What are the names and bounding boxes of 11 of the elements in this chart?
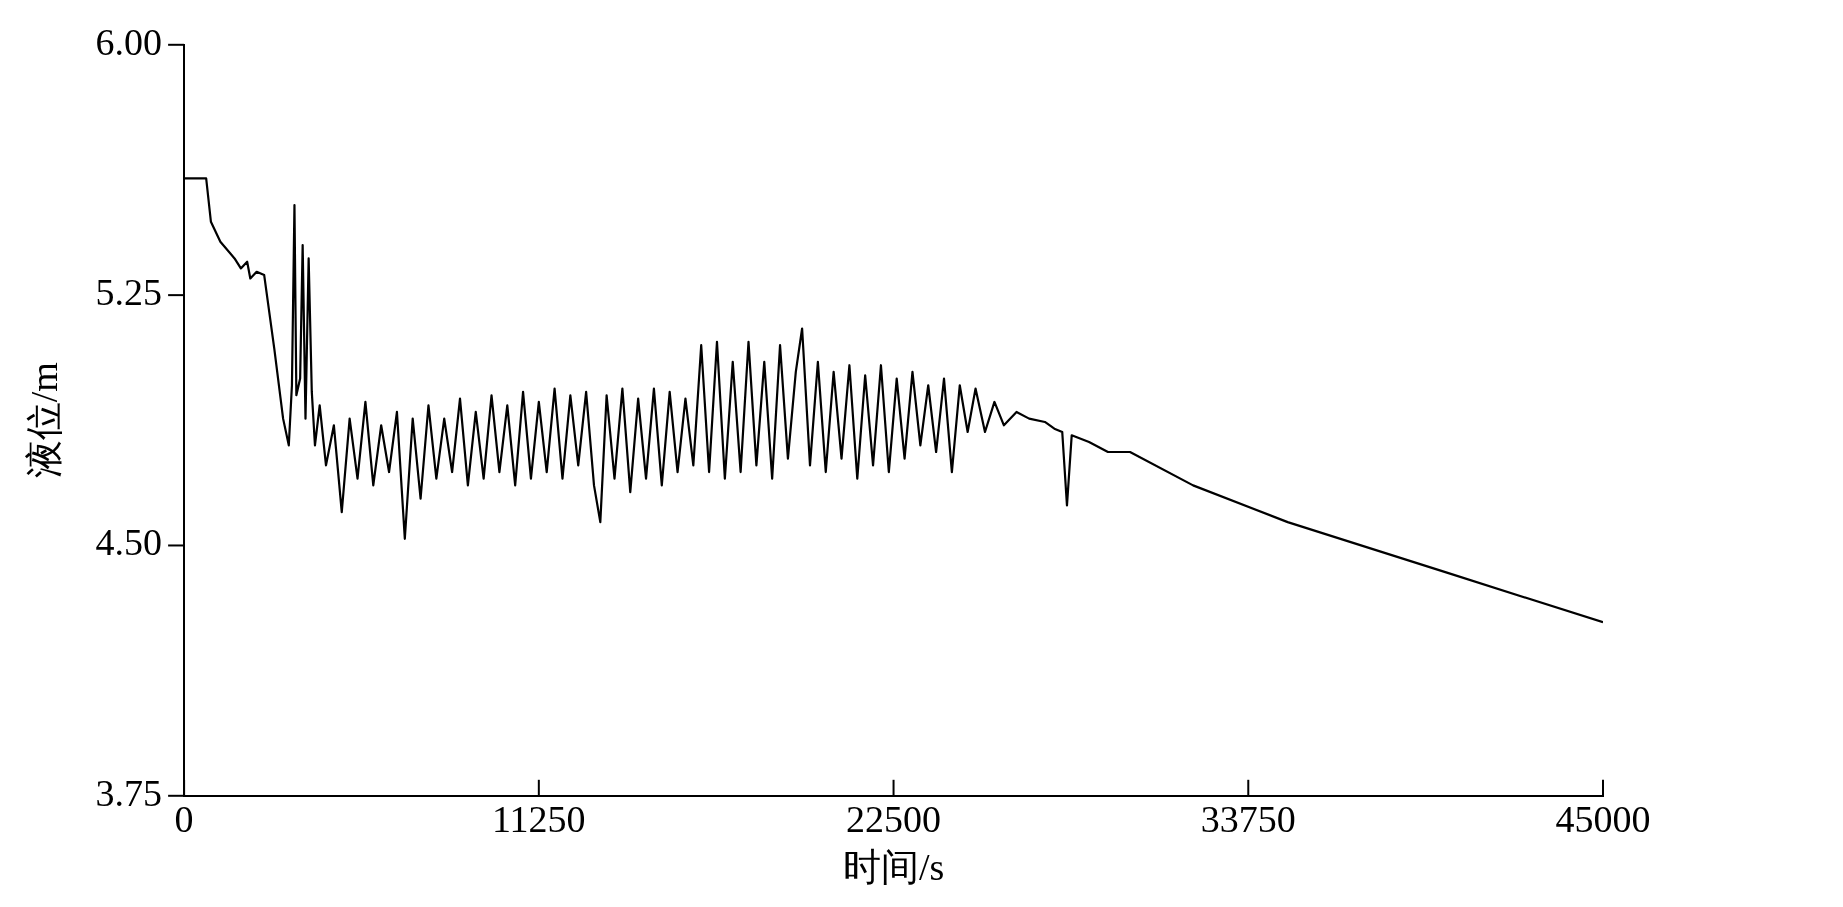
y-tick-label: 3.75 <box>95 771 163 814</box>
x-tick-label: 11250 <box>492 797 586 840</box>
x-tick-label: 0 <box>174 797 194 840</box>
x-axis-title: 时间/s <box>842 846 945 889</box>
y-tick-label: 6.00 <box>95 20 163 63</box>
y-axis-title: 液位/m <box>22 362 65 479</box>
y-tick-label: 5.25 <box>95 271 163 314</box>
x-tick-label: 33750 <box>1200 797 1296 840</box>
x-tick-label: 45000 <box>1555 797 1651 840</box>
y-tick-label: 4.50 <box>95 521 163 564</box>
x-tick-label: 22500 <box>846 797 942 840</box>
